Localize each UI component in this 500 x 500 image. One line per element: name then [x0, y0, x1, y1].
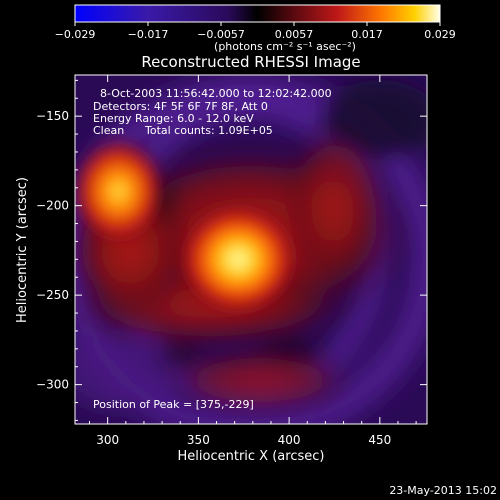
x-axis-label: Heliocentric X (arcsec) [178, 449, 325, 464]
method: Clean [93, 124, 124, 137]
colorbar: −0.029 −0.017 −0.0057 0.0057 0.017 0.029 (pho… [55, 4, 456, 53]
colorbar-tick-label: 0.017 [351, 28, 383, 41]
colorbar-ticks: −0.029 −0.017 −0.0057 0.0057 0.017 0.029 [55, 22, 456, 41]
x-tick-label: 350 [187, 433, 210, 447]
hot-sources [75, 136, 301, 318]
colorbar-tick-label: 0.029 [424, 28, 456, 41]
colorbar-tick-label: −0.0057 [197, 28, 245, 41]
y-tick-label: −250 [36, 288, 69, 302]
y-tick-label: −150 [36, 109, 69, 123]
colorbar-tick-label: 0.0057 [275, 28, 314, 41]
y-tick-label: −200 [36, 199, 69, 213]
y-axis-label: Heliocentric Y (arcsec) [15, 177, 30, 323]
left-source [75, 136, 167, 247]
x-tick-label: 300 [96, 433, 119, 447]
footer-timestamp: 23-May-2013 15:02 [389, 484, 497, 497]
y-tick-label: −300 [36, 378, 69, 392]
colorbar-units: (photons cm⁻² s⁻¹ asec⁻²) [214, 40, 356, 53]
energy-range: Energy Range: 6.0 - 12.0 keV [93, 112, 254, 125]
total-counts: Total counts: 1.09E+05 [144, 124, 273, 137]
main-source [176, 201, 301, 318]
axis-ticks: 300 350 400 450 −150 −200 −250 −300 [36, 75, 427, 447]
detectors: Detectors: 4F 5F 6F 7F 8F, Att 0 [93, 100, 268, 113]
time-range: 8-Oct-2003 11:56:42.000 to 12:02:42.000 [100, 87, 332, 100]
plot-frame [74, 74, 428, 425]
colorbar-gradient [74, 4, 441, 23]
colorbar-tick-label: −0.017 [128, 28, 169, 41]
solar-image [75, 75, 427, 424]
plot-title: Reconstructed RHESSI Image [141, 53, 360, 71]
colorbar-tick-label: −0.029 [55, 28, 96, 41]
annotations: 8-Oct-2003 11:56:42.000 to 12:02:42.000 … [93, 87, 332, 411]
x-tick-label: 400 [278, 433, 301, 447]
peak-position: Position of Peak = [375,-229] [93, 398, 254, 411]
x-tick-label: 450 [368, 433, 391, 447]
